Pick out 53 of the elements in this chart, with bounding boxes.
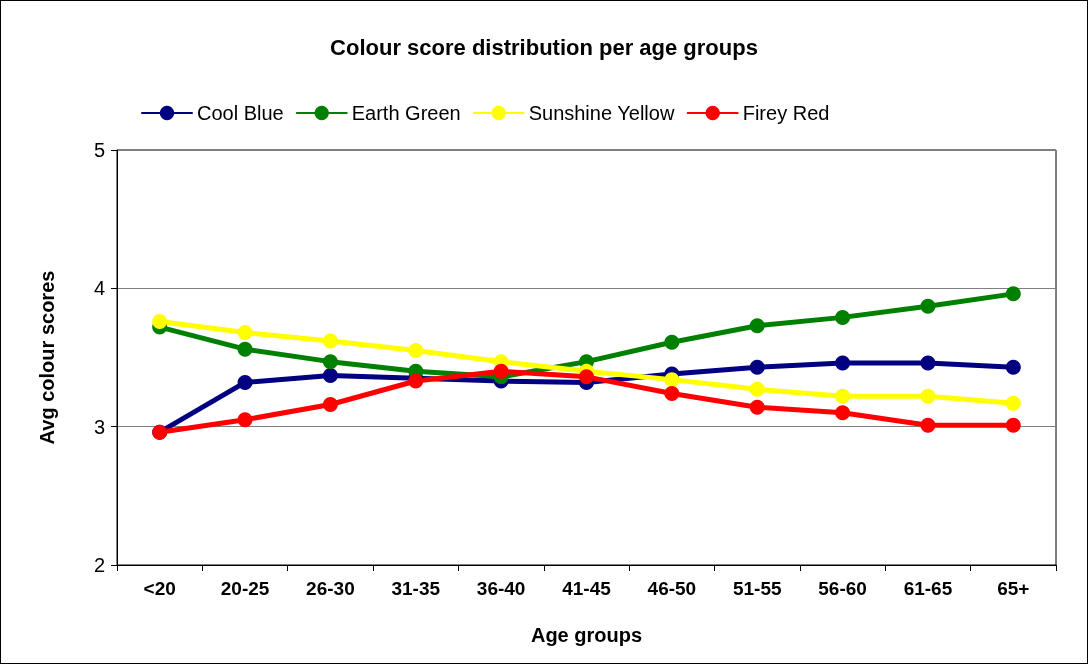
y-tick-label: 4 [93, 277, 105, 300]
point [1005, 359, 1021, 375]
point [237, 374, 253, 390]
chart-title: Colour score distribution per age groups [330, 34, 758, 60]
point [664, 372, 680, 388]
point [322, 367, 338, 383]
legend-label: Firey Red [742, 102, 830, 124]
legend-label: Cool Blue [197, 102, 284, 124]
point [664, 334, 680, 350]
x-tick-label: 51-55 [732, 578, 782, 599]
point [322, 333, 338, 349]
x-tick-label: 31-35 [391, 578, 441, 599]
x-tick-label: 61-65 [903, 578, 953, 599]
point [835, 355, 851, 371]
x-tick-label: <20 [143, 578, 176, 599]
point [920, 417, 936, 433]
x-tick-label: 46-50 [647, 578, 697, 599]
x-tick-label: 41-45 [562, 578, 612, 599]
point [322, 354, 338, 370]
point [749, 381, 765, 397]
point [749, 359, 765, 375]
point [835, 309, 851, 325]
point [1005, 286, 1021, 302]
x-tick-label: 20-25 [220, 578, 270, 599]
point [749, 399, 765, 415]
legend-label: Earth Green [351, 102, 461, 124]
y-tick-label: 5 [93, 139, 105, 161]
y-axis-title: Avg colour scores [36, 270, 58, 445]
x-tick-label: 36-40 [476, 578, 526, 599]
point [237, 341, 253, 357]
point [835, 405, 851, 421]
x-tick-label: 65+ [997, 578, 1030, 599]
point [152, 314, 168, 330]
point [920, 388, 936, 404]
point [835, 388, 851, 404]
y-tick-label: 2 [93, 554, 105, 576]
point [1005, 417, 1021, 433]
point [920, 355, 936, 371]
point [1005, 395, 1021, 411]
point [493, 363, 509, 379]
point [920, 298, 936, 314]
point [322, 397, 338, 413]
point [408, 343, 424, 359]
y-tick-label: 3 [93, 415, 105, 438]
point [237, 412, 253, 428]
point [664, 385, 680, 401]
x-tick-label: 26-30 [306, 578, 355, 599]
point [749, 318, 765, 334]
x-axis-title: Age groups [530, 624, 643, 646]
legend-label: Sunshine Yellow [528, 102, 675, 124]
point [579, 369, 594, 385]
point [237, 325, 253, 341]
x-tick-label: 56-60 [818, 578, 867, 599]
